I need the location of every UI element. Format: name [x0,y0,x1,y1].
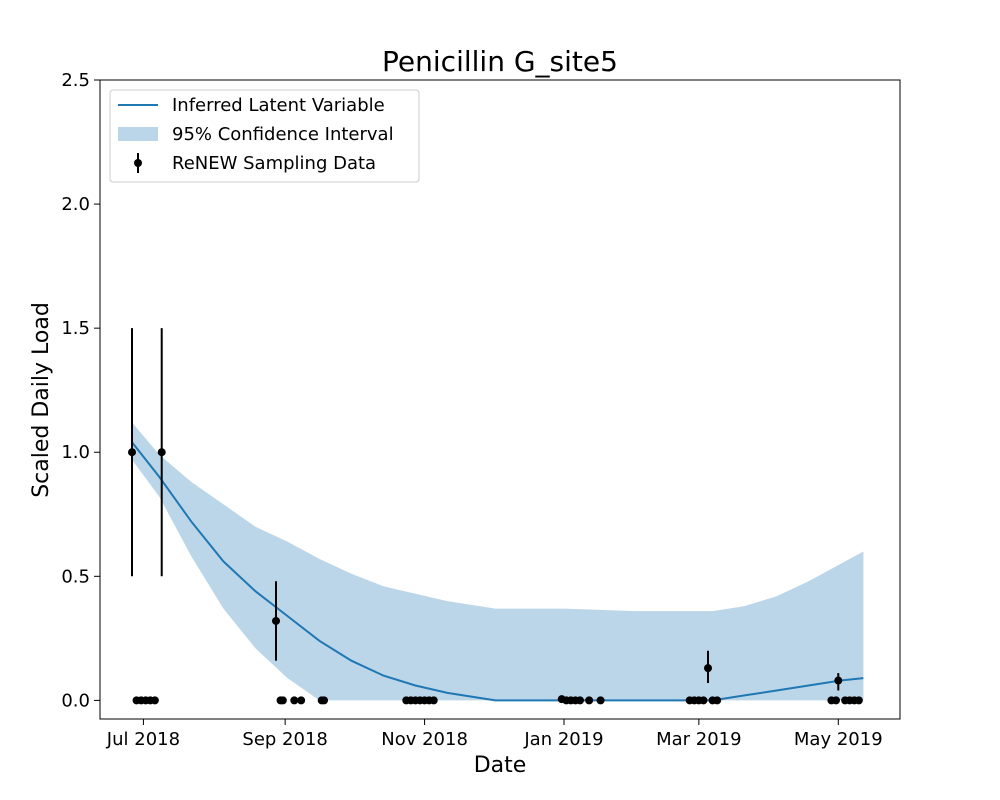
y-tick-label: 2.0 [61,194,90,215]
confidence-interval-band [132,422,864,701]
x-tick-label: Sep 2018 [242,729,327,750]
sample-point [704,664,712,673]
chart-title: Penicillin G_site5 [382,45,618,78]
sample-point [585,696,594,705]
x-axis-label: Date [474,753,527,778]
sample-point [854,696,863,705]
latent-line-layer [131,441,864,702]
sampling-points-layer [128,328,863,705]
legend-band-label: 95% Confidence Interval [172,124,394,145]
y-axis: 0.0 0.5 1.0 1.5 2.0 2.5 [61,70,100,711]
sample-point [272,616,280,625]
x-tick-label: Nov 2018 [381,729,468,750]
y-tick-label: 1.0 [61,442,90,463]
sample-point [157,448,166,457]
x-tick-label: Jan 2019 [523,729,603,750]
y-tick-label: 1.5 [61,318,90,339]
sample-point [832,696,840,705]
sample-point [713,696,722,705]
y-axis-label: Scaled Daily Load [29,302,54,498]
x-tick-label: May 2019 [794,729,883,750]
y-tick-label: 0.5 [61,566,90,587]
inferred-latent-line [131,441,864,702]
plot-frame [99,79,901,720]
x-tick-label: Mar 2019 [656,729,742,750]
sample-point [128,448,136,457]
legend: Inferred Latent Variable 95% Confidence … [109,89,420,183]
legend-points-label: ReNEW Sampling Data [172,153,376,174]
x-axis: Jul 2018 Sep 2018 Nov 2018 Jan 2019 Mar 2019… [106,719,883,750]
sample-point [699,696,708,705]
y-tick-label: 0.0 [61,690,90,711]
sample-point [150,696,159,705]
sample-point [834,676,843,685]
sample-point [576,696,584,705]
sample-point [278,696,287,705]
sample-point [429,696,438,705]
sample-point [596,696,605,705]
sample-point [320,696,328,705]
legend-band-swatch [118,127,158,141]
legend-points-swatch-marker [134,159,142,167]
y-tick-label: 2.5 [61,70,90,91]
legend-box [109,89,420,183]
legend-line-label: Inferred Latent Variable [172,95,385,116]
sample-point [290,696,299,705]
confidence-band-layer [132,422,864,701]
x-tick-label: Jul 2018 [106,729,180,750]
sample-point [297,696,306,705]
